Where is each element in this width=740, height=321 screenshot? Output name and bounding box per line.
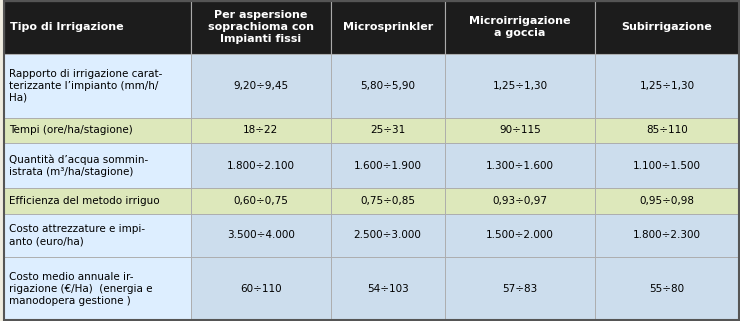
Text: 1.600÷1.900: 1.600÷1.900 [354,160,422,171]
Text: Per aspersione
soprachioma con
Impianti fissi: Per aspersione soprachioma con Impianti … [208,10,314,44]
Bar [595,257,739,320]
Bar [445,117,595,143]
Text: 0,95÷0,98: 0,95÷0,98 [639,196,694,206]
Bar [191,214,331,257]
Text: 85÷110: 85÷110 [646,125,687,135]
Text: 90÷115: 90÷115 [499,125,541,135]
Bar [331,214,445,257]
Bar [331,257,445,320]
Bar [445,54,595,117]
Bar [4,188,191,214]
Text: Microsprinkler: Microsprinkler [343,22,433,32]
Bar [191,257,331,320]
Text: 55÷80: 55÷80 [649,283,684,293]
Text: 5,80÷5,90: 5,80÷5,90 [360,81,415,91]
Bar [445,143,595,188]
Text: 1.800÷2.300: 1.800÷2.300 [633,230,701,240]
Text: 1.800÷2.100: 1.800÷2.100 [227,160,295,171]
Text: 9,20÷9,45: 9,20÷9,45 [233,81,289,91]
Bar [595,214,739,257]
Bar [191,117,331,143]
Text: 1,25÷1,30: 1,25÷1,30 [492,81,548,91]
Bar [445,1,595,54]
Bar [191,54,331,117]
Bar [4,54,191,117]
Text: 1.500÷2.000: 1.500÷2.000 [486,230,554,240]
Bar [445,214,595,257]
Bar [191,188,331,214]
Text: Rapporto di irrigazione carat-
terizzante l’impianto (mm/h/
Ha): Rapporto di irrigazione carat- terizzant… [9,69,162,103]
Bar [4,257,191,320]
Bar [4,143,191,188]
Text: Microirrigazione
a goccia: Microirrigazione a goccia [469,16,571,38]
Text: 3.500÷4.000: 3.500÷4.000 [227,230,295,240]
Bar [595,1,739,54]
Bar [331,188,445,214]
Text: 60÷110: 60÷110 [240,283,282,293]
Text: 54÷103: 54÷103 [367,283,408,293]
Text: 1.300÷1.600: 1.300÷1.600 [486,160,554,171]
Text: 25÷31: 25÷31 [370,125,406,135]
Bar [331,1,445,54]
Bar [4,1,191,54]
Text: Costo medio annuale ir-
rigazione (€/Ha)  (energia e
manodopera gestione ): Costo medio annuale ir- rigazione (€/Ha)… [9,272,152,306]
Text: Costo attrezzature e impi-
anto (euro/ha): Costo attrezzature e impi- anto (euro/ha… [9,224,145,246]
Bar [595,143,739,188]
Text: Quantità d’acqua sommin-
istrata (m³/ha/stagione): Quantità d’acqua sommin- istrata (m³/ha/… [9,154,148,177]
Text: Efficienza del metodo irriguo: Efficienza del metodo irriguo [9,196,160,206]
Bar [4,117,191,143]
Text: 0,93÷0,97: 0,93÷0,97 [492,196,548,206]
Bar [191,1,331,54]
Text: 1.100÷1.500: 1.100÷1.500 [633,160,701,171]
Bar [595,54,739,117]
Bar [191,143,331,188]
Bar [445,188,595,214]
Text: Tempi (ore/ha/stagione): Tempi (ore/ha/stagione) [9,125,132,135]
Bar [595,188,739,214]
Text: Tipo di Irrigazione: Tipo di Irrigazione [10,22,124,32]
Text: Subirrigazione: Subirrigazione [622,22,713,32]
Text: 18÷22: 18÷22 [243,125,278,135]
Text: 0,75÷0,85: 0,75÷0,85 [360,196,415,206]
Bar [595,117,739,143]
Bar [4,214,191,257]
Bar [331,143,445,188]
Bar [445,257,595,320]
Bar [331,54,445,117]
Bar [331,117,445,143]
Text: 2.500÷3.000: 2.500÷3.000 [354,230,422,240]
Text: 0,60÷0,75: 0,60÷0,75 [233,196,289,206]
Text: 1,25÷1,30: 1,25÷1,30 [639,81,694,91]
Text: 57÷83: 57÷83 [502,283,537,293]
